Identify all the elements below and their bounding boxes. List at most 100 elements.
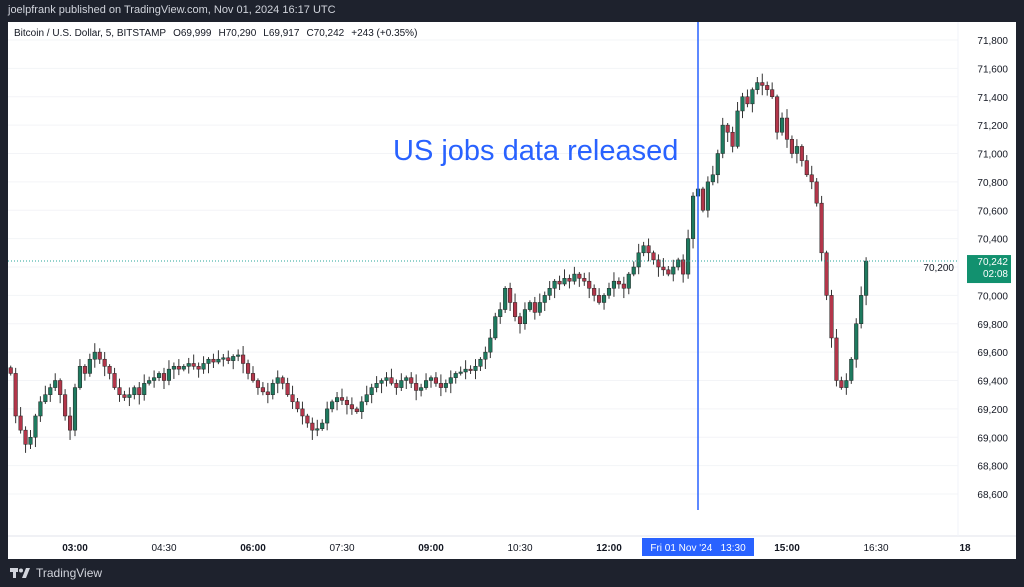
candle-body: [606, 288, 612, 296]
candle-body: [478, 358, 483, 367]
candle-body: [369, 387, 374, 395]
legend-open: O69,999: [173, 28, 212, 39]
time-tick-label: 16:30: [863, 543, 888, 554]
time-tick-label: 07:30: [329, 543, 354, 554]
candle-body: [176, 366, 181, 370]
candle: [646, 238, 651, 262]
candle: [77, 359, 82, 390]
price-tick-label: 69,000: [977, 433, 1008, 444]
candle: [503, 286, 508, 313]
candle-body: [651, 252, 656, 261]
candle-body: [508, 288, 513, 303]
candle-body: [48, 387, 53, 395]
candle: [844, 373, 849, 395]
candle: [428, 375, 434, 388]
candle-body: [250, 373, 256, 381]
candle: [606, 282, 612, 299]
last-price-label: [967, 255, 1011, 284]
annotation-text[interactable]: US jobs data released: [393, 135, 678, 167]
candle: [483, 346, 488, 370]
candle-body: [458, 371, 463, 374]
candle: [280, 375, 285, 390]
candle-body: [196, 366, 201, 370]
candle-body: [389, 377, 394, 384]
candle: [478, 357, 483, 371]
publisher-line: joelpfrank published on TradingView.com,…: [8, 4, 336, 16]
candle-body: [488, 337, 493, 353]
candle: [834, 328, 839, 387]
candle-body: [13, 373, 18, 417]
candle: [745, 89, 750, 108]
candle: [720, 117, 725, 159]
candle: [572, 266, 577, 285]
footer-brand[interactable]: TradingView: [10, 566, 102, 580]
candle: [255, 378, 260, 395]
candle-body: [834, 337, 839, 381]
candle-body: [18, 415, 23, 431]
candle: [700, 186, 705, 213]
candle: [315, 419, 320, 437]
symbol-name[interactable]: Bitcoin / U.S. Dollar, 5, BITSTAMP: [14, 28, 167, 39]
legend-change: +243 (+0.35%): [351, 28, 418, 39]
candle-body: [720, 124, 725, 154]
candle: [656, 254, 661, 277]
candle-body: [409, 377, 414, 384]
candle: [799, 144, 804, 167]
price-tick-label: 69,200: [977, 405, 1008, 416]
candle: [809, 165, 814, 190]
candle-body: [463, 368, 468, 373]
candle: [409, 372, 414, 389]
candle-body: [166, 368, 171, 381]
candle: [97, 348, 102, 364]
candle-body: [661, 266, 666, 271]
candle: [814, 178, 819, 207]
candle: [186, 357, 191, 374]
footer-brand-text: TradingView: [36, 566, 103, 580]
candle: [28, 430, 33, 450]
last-price-value: 70,242: [977, 257, 1008, 268]
candle: [211, 353, 216, 369]
candle-body: [794, 146, 799, 154]
candle-body: [280, 377, 285, 384]
candle-body: [681, 259, 686, 275]
candle: [839, 376, 844, 390]
time-tick-label: 18: [959, 543, 971, 554]
candle: [330, 399, 335, 413]
price-tick-label: 71,400: [977, 93, 1008, 104]
candle: [537, 293, 542, 316]
candle-body: [339, 397, 345, 401]
candle-body: [819, 202, 824, 254]
candle: [424, 373, 429, 390]
candle: [152, 370, 157, 388]
candle: [854, 318, 859, 368]
candle-body: [97, 351, 102, 360]
candle: [354, 406, 359, 414]
candle-body: [849, 358, 854, 381]
candle: [112, 367, 117, 390]
candle: [784, 109, 790, 148]
candle-body: [260, 387, 265, 393]
candle-body: [730, 131, 735, 147]
candle: [498, 302, 503, 324]
candle: [691, 192, 696, 249]
candle-body: [330, 401, 335, 410]
candle: [760, 73, 765, 96]
candle-body: [577, 273, 582, 279]
candle-body: [236, 354, 241, 357]
candle-body: [770, 89, 775, 97]
candle: [270, 379, 275, 400]
candle: [775, 94, 780, 140]
candle: [592, 284, 597, 302]
candle: [621, 276, 626, 299]
candle-body: [349, 404, 354, 410]
candle: [117, 378, 122, 402]
candle-body: [587, 280, 592, 289]
candle-body: [152, 377, 157, 381]
candle-body: [498, 309, 503, 317]
candle-body: [750, 89, 755, 105]
legend-high: H70,290: [218, 28, 257, 39]
tradingview-logo-icon: [10, 568, 30, 578]
candle-body: [295, 401, 300, 410]
candle-body: [216, 358, 221, 363]
